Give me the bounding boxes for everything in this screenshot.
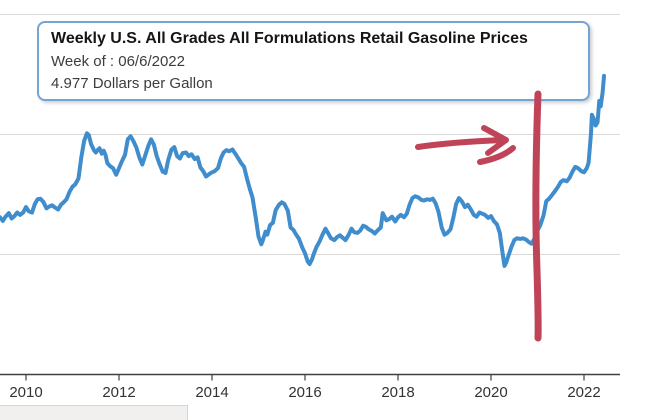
tooltip-price-value: 4.977 Dollars per Gallon xyxy=(51,75,213,92)
tooltip-title: Weekly U.S. All Grades All Formulations … xyxy=(51,30,528,47)
price-line-series[interactable] xyxy=(0,73,606,268)
x-axis-label-2016: 2016 xyxy=(288,384,321,401)
x-axis-label-2014: 2014 xyxy=(195,384,228,401)
x-axis-label-2012: 2012 xyxy=(102,384,135,401)
x-axis-label-2022: 2022 xyxy=(567,384,600,401)
x-axis-label-2018: 2018 xyxy=(381,384,414,401)
tooltip-week-of: Week of : 06/6/2022 xyxy=(51,53,185,70)
x-axis-label-2020: 2020 xyxy=(474,384,507,401)
chart-tooltip: Weekly U.S. All Grades All Formulations … xyxy=(37,21,590,101)
bottom-partial-panel[interactable] xyxy=(0,405,188,420)
x-axis-label-2010: 2010 xyxy=(9,384,42,401)
